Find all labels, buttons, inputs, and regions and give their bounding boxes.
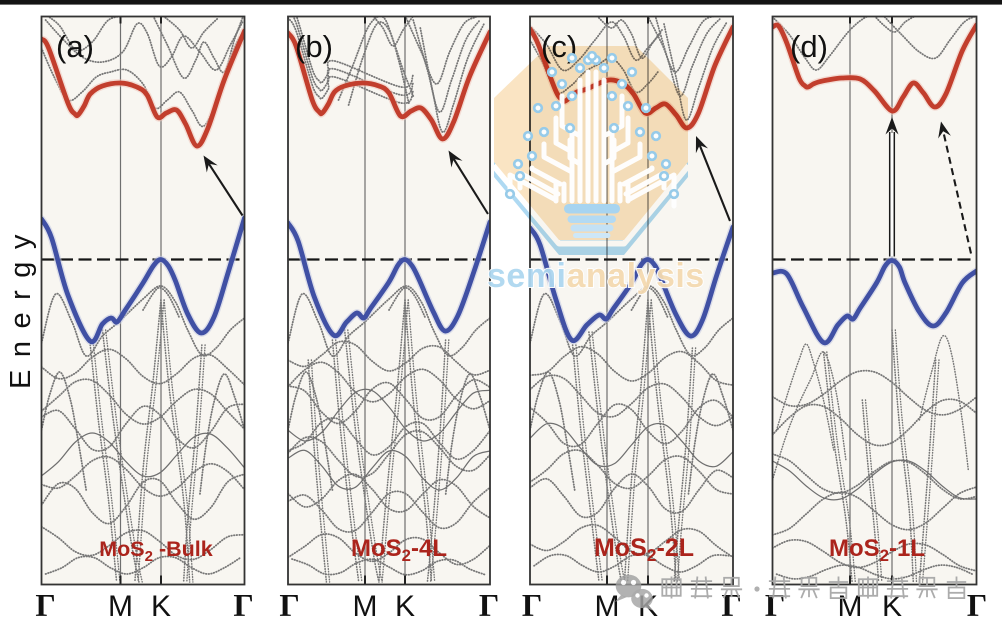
- svg-text:M: M: [595, 590, 620, 623]
- svg-text:K: K: [882, 590, 902, 623]
- svg-text:Energy: Energy: [5, 222, 37, 389]
- svg-text:Γ: Γ: [967, 587, 987, 623]
- svg-text:(d): (d): [790, 29, 828, 64]
- svg-text:Γ: Γ: [522, 587, 542, 623]
- svg-text:Γ: Γ: [765, 587, 785, 623]
- svg-text:MoS2-2L: MoS2-2L: [594, 534, 694, 565]
- svg-text:semianalysis: semianalysis: [487, 257, 705, 295]
- svg-text:Γ: Γ: [35, 587, 55, 623]
- svg-text:Γ: Γ: [233, 587, 253, 623]
- svg-text:M: M: [108, 590, 133, 623]
- svg-text:K: K: [395, 590, 415, 623]
- svg-text:MoS2-4L: MoS2-4L: [351, 535, 447, 565]
- svg-text:(b): (b): [295, 29, 333, 64]
- svg-text:Γ: Γ: [721, 587, 741, 623]
- svg-text:K: K: [151, 590, 171, 623]
- svg-text:(a): (a): [56, 29, 94, 64]
- svg-text:Γ: Γ: [479, 587, 499, 623]
- svg-text:M: M: [353, 590, 378, 623]
- svg-text:Γ: Γ: [279, 587, 299, 623]
- svg-text:MoS2 -Bulk: MoS2 -Bulk: [99, 537, 213, 565]
- svg-text:MoS2-1L: MoS2-1L: [829, 535, 925, 565]
